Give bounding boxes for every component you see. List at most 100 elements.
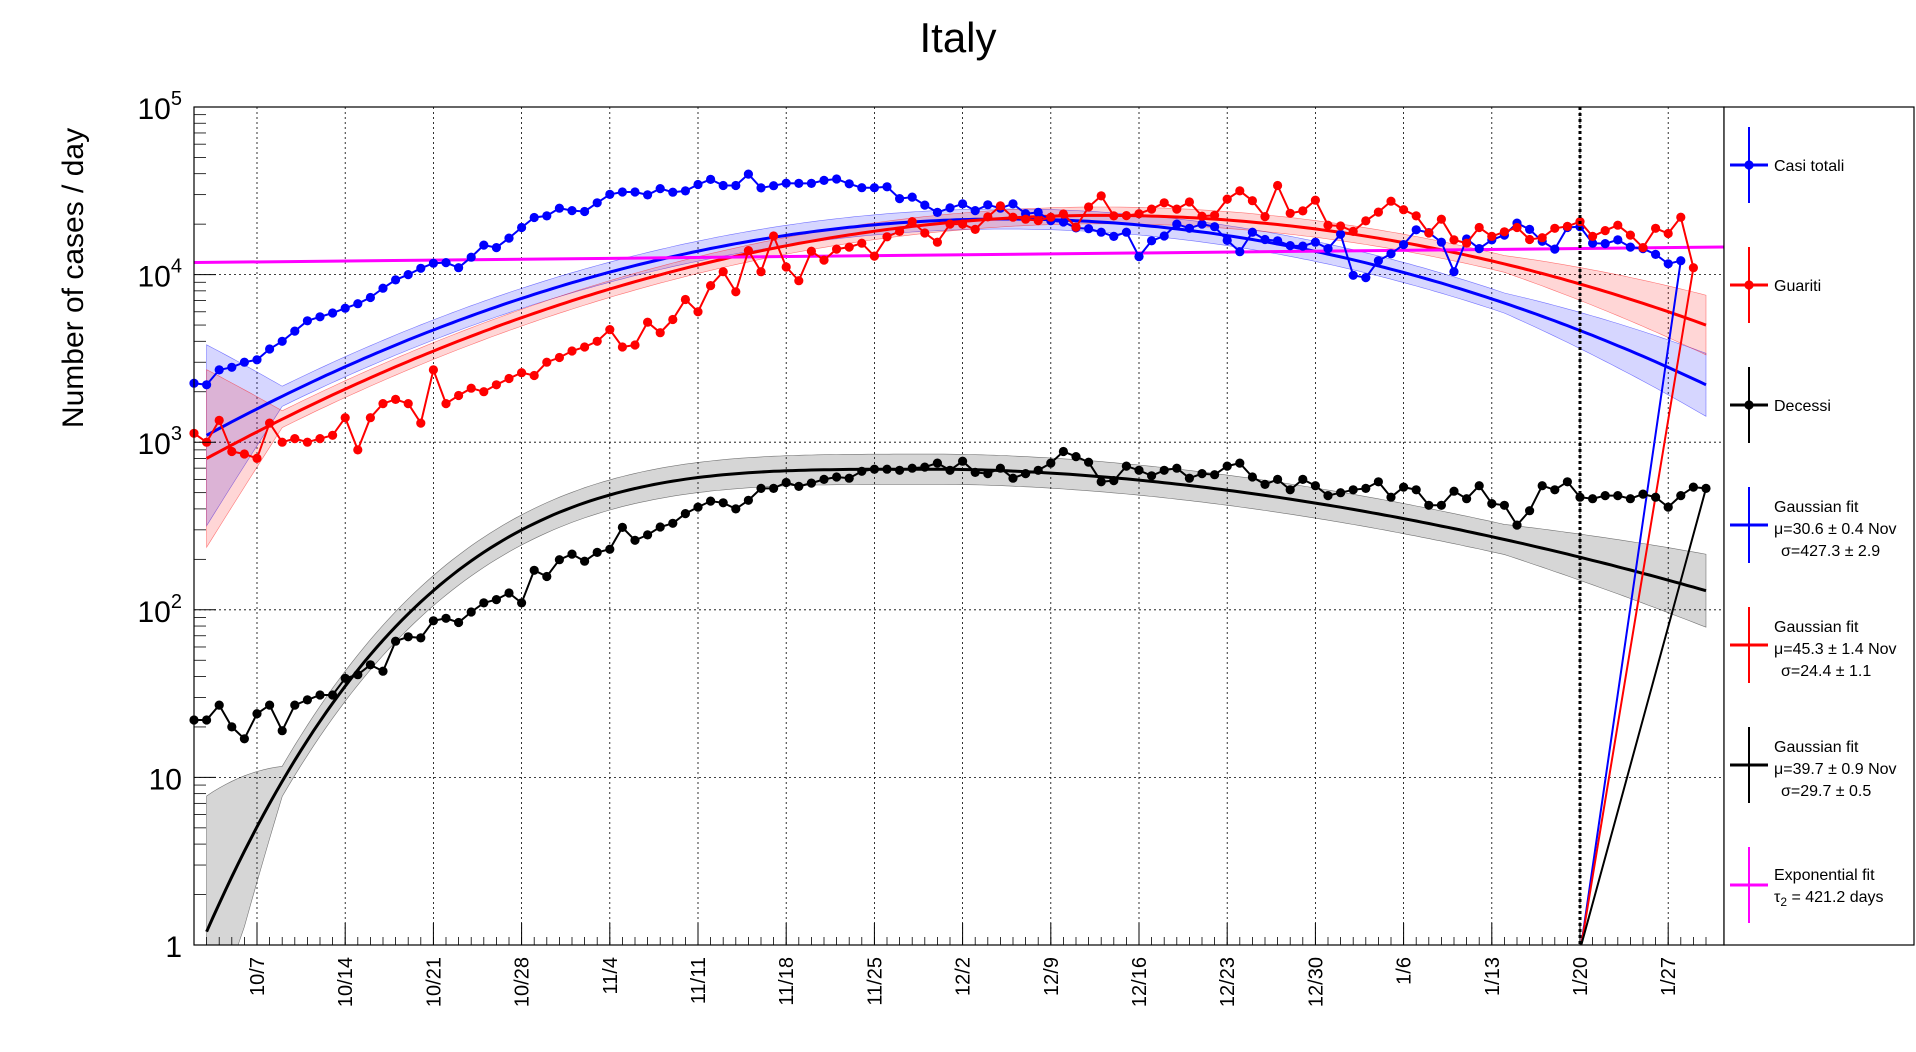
- x-tick-label: 12/2: [953, 957, 975, 996]
- y-axis: 1 10 102 103 104 105: [138, 88, 216, 964]
- legend-label: Exponential fit: [1774, 867, 1875, 884]
- data-point: [680, 186, 691, 196]
- legend-entry: Gaussian fit μ=30.6 ± 0.4 Nov σ=427.3 ± 2.…: [1730, 487, 1897, 563]
- data-point: [1323, 220, 1333, 230]
- data-point: [1663, 259, 1673, 269]
- data-point: [1411, 211, 1421, 221]
- data-point: [1096, 191, 1106, 201]
- data-point: [1033, 216, 1043, 226]
- data-point: [1449, 267, 1459, 277]
- data-point: [202, 715, 212, 725]
- data-point: [391, 394, 401, 404]
- data-point: [1399, 205, 1409, 215]
- legend-marker: [1744, 160, 1754, 170]
- fit-band-3: [206, 453, 1707, 946]
- fit-band-2: [206, 206, 1707, 549]
- data-point: [819, 255, 829, 265]
- data-point: [1197, 469, 1207, 479]
- data-point: [290, 434, 300, 444]
- legend-label: μ=45.3 ± 1.4 Nov: [1774, 641, 1897, 658]
- data-point: [920, 228, 930, 238]
- data-point: [1247, 196, 1257, 206]
- data-point: [554, 352, 565, 363]
- data-point: [1071, 222, 1081, 232]
- legend-label: τ2 = 421.2 days: [1774, 889, 1884, 909]
- data-point: [1336, 229, 1346, 239]
- data-point: [1625, 230, 1635, 240]
- data-point: [1247, 227, 1257, 237]
- data-point: [365, 292, 375, 303]
- data-point: [1058, 446, 1068, 457]
- data-point: [1109, 211, 1119, 221]
- data-point: [1260, 212, 1270, 222]
- data-point: [1310, 481, 1320, 491]
- data-point: [706, 281, 716, 291]
- data-point: [1121, 227, 1131, 237]
- x-tick-label: 1/27: [1658, 957, 1680, 996]
- data-point: [1273, 236, 1283, 246]
- fit-curve-1: [205, 217, 1707, 437]
- data-point: [1084, 224, 1094, 234]
- data-point: [920, 200, 930, 210]
- data-point: [1373, 256, 1383, 266]
- data-point: [1537, 481, 1547, 491]
- data-point: [1688, 263, 1698, 273]
- data-point: [1550, 244, 1560, 254]
- data-point: [781, 477, 791, 488]
- data-point: [592, 547, 602, 558]
- data-point: [403, 399, 413, 409]
- data-point: [1147, 236, 1157, 246]
- data-point: [302, 316, 312, 326]
- data-point: [1058, 217, 1068, 227]
- data-point: [428, 365, 438, 375]
- data-point: [844, 473, 854, 483]
- legend-label: Gaussian fit: [1774, 739, 1859, 756]
- data-point: [1525, 234, 1535, 245]
- data-point: [1600, 491, 1610, 501]
- data-point: [1084, 457, 1094, 467]
- data-point: [1008, 473, 1018, 483]
- data-point: [731, 504, 741, 514]
- data-point: [958, 199, 968, 209]
- x-tick-label: 10/28: [512, 957, 534, 1007]
- data-point: [1651, 492, 1661, 502]
- data-point: [882, 232, 892, 242]
- chart-title: Italy: [919, 14, 996, 61]
- data-point: [391, 636, 401, 646]
- data-point: [655, 184, 665, 194]
- x-tick-label: 12/30: [1305, 957, 1327, 1007]
- data-point: [290, 700, 300, 710]
- data-point: [1046, 458, 1056, 468]
- data-point: [706, 174, 716, 184]
- data-point: [315, 690, 325, 700]
- data-point: [617, 522, 628, 533]
- data-point: [869, 183, 880, 193]
- data-point: [1084, 202, 1094, 212]
- data-point: [1361, 273, 1371, 283]
- data-point: [340, 303, 350, 313]
- data-point: [882, 182, 892, 192]
- data-point: [1008, 212, 1018, 222]
- data-point: [328, 430, 338, 440]
- data-point: [1121, 211, 1131, 221]
- data-point: [378, 283, 388, 293]
- data-point: [529, 370, 539, 381]
- data-point: [643, 530, 653, 540]
- y-tick-label: 1: [165, 931, 182, 964]
- data-point: [1663, 228, 1673, 239]
- data-point: [1298, 206, 1308, 216]
- data-point: [428, 258, 438, 268]
- data-point: [580, 342, 590, 352]
- data-point: [1676, 256, 1686, 266]
- data-point: [781, 178, 791, 188]
- data-point: [1613, 220, 1623, 230]
- data-point: [844, 179, 854, 189]
- data-point: [265, 418, 275, 428]
- legend-entry: Decessi: [1730, 367, 1831, 443]
- data-point: [1348, 270, 1358, 280]
- fit-curve-3: [205, 467, 1707, 933]
- data-point: [542, 357, 552, 367]
- data-point: [693, 502, 703, 512]
- data-point: [1222, 194, 1232, 204]
- data-point: [1600, 239, 1610, 249]
